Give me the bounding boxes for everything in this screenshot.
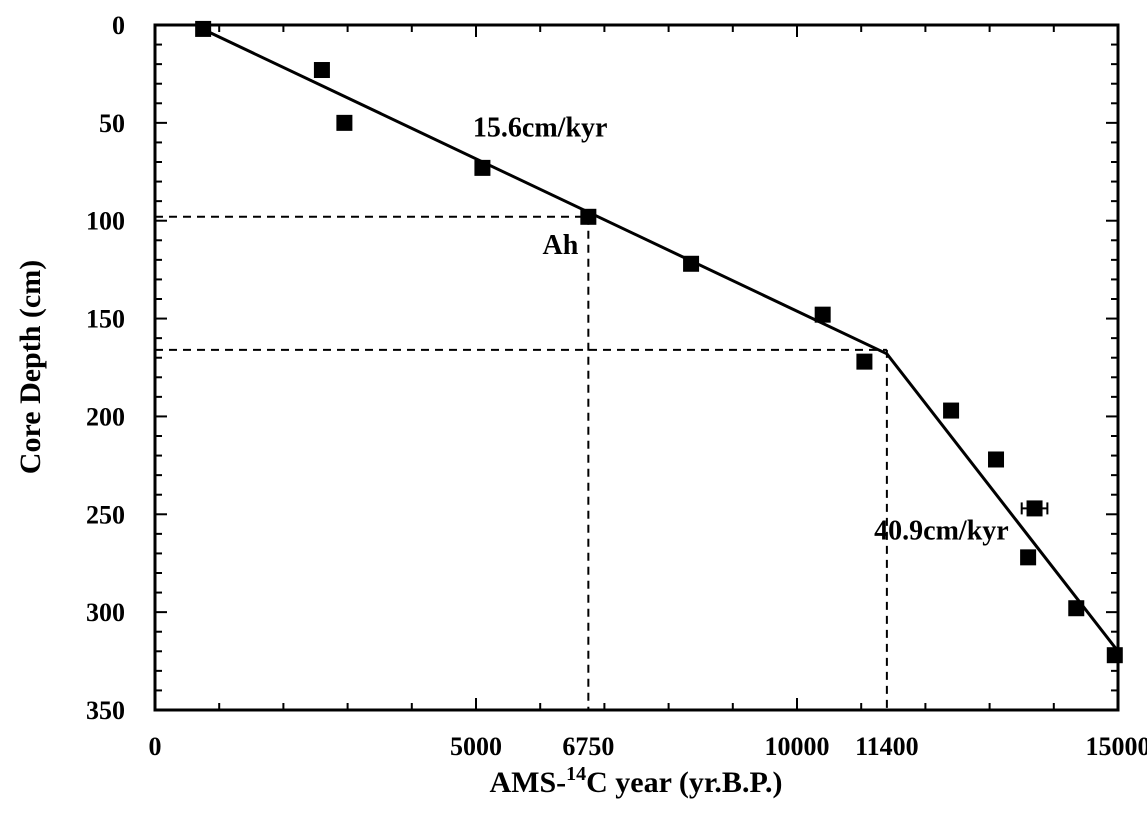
slope-label-lower: 40.9cm/kyr — [874, 516, 1009, 547]
y-axis-title: Core Depth (cm) — [14, 260, 47, 474]
data-points — [195, 20, 1123, 664]
data-point-5 — [683, 255, 700, 272]
data-point-13 — [1106, 647, 1123, 664]
y-tick-label: 100 — [86, 207, 125, 236]
data-point-12 — [1068, 600, 1085, 617]
axis-ticks — [154, 24, 1119, 711]
data-point-1 — [313, 62, 330, 79]
data-point-6 — [814, 306, 831, 323]
x-tick-label: 10000 — [765, 732, 830, 761]
y-tick-label: 250 — [86, 500, 125, 529]
fit-line-0 — [205, 29, 888, 356]
x-tick-label: 5000 — [450, 732, 502, 761]
y-tick-label: 300 — [86, 598, 125, 627]
data-point-8 — [943, 402, 960, 419]
annotations: 15.6cm/kyr 40.9cm/kyr Ah — [473, 113, 1009, 547]
plot-frame — [153, 23, 1120, 712]
y-tick-label: 0 — [112, 11, 125, 40]
tick-labels: 0 50 100 150 200 250 300 350 0 5000 6750 10000 11400… — [86, 11, 1147, 761]
x-tick-label: 0 — [149, 732, 162, 761]
y-tick-label: 150 — [86, 305, 125, 334]
y-tick-label: 350 — [86, 696, 125, 725]
guide-lines — [155, 215, 888, 710]
data-point-9 — [988, 451, 1005, 468]
x-axis-title: AMS-14C year (yr.B.P.) — [489, 763, 782, 799]
guide-label-ah: Ah — [543, 230, 579, 261]
data-point-2 — [336, 114, 353, 131]
x-tick-label: 11400 — [855, 732, 919, 761]
slope-label-upper: 15.6cm/kyr — [473, 113, 608, 144]
y-tick-label: 200 — [86, 402, 125, 431]
y-tick-label: 50 — [99, 109, 125, 138]
x-tick-label: 15000 — [1086, 732, 1147, 761]
x-tick-label: 6750 — [562, 732, 614, 761]
data-point-11 — [1020, 549, 1037, 566]
data-point-0 — [195, 20, 212, 37]
data-point-7 — [856, 353, 873, 370]
data-point-4 — [580, 208, 597, 225]
data-point-10 — [1026, 500, 1043, 517]
data-point-3 — [474, 159, 491, 176]
